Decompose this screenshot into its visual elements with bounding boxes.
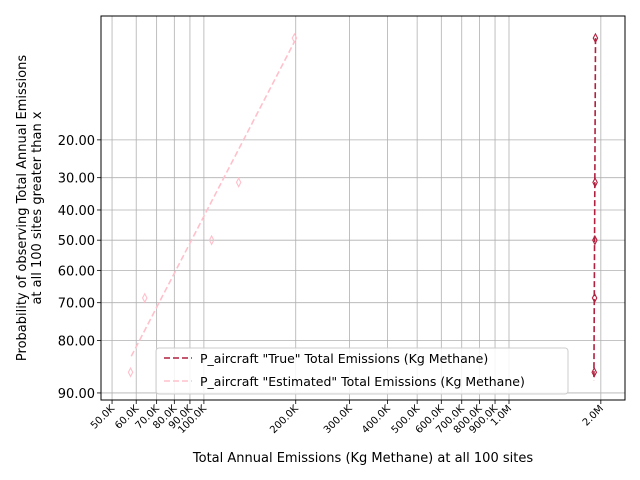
y-axis-label-line-2: at all 100 sites greater than x bbox=[30, 111, 45, 304]
legend: P_aircraft "True" Total Emissions (Kg Me… bbox=[155, 347, 569, 395]
legend-label-estimated: P_aircraft "Estimated" Total Emissions (… bbox=[200, 374, 525, 389]
plot-frame bbox=[100, 15, 626, 401]
plot-series bbox=[127, 32, 599, 381]
y-tick-label: 50.00 bbox=[58, 234, 95, 249]
series-line-true bbox=[593, 38, 597, 381]
x-axis-label: Total Annual Emissions (Kg Methane) at a… bbox=[192, 451, 533, 466]
y-tick-label: 80.00 bbox=[58, 335, 95, 350]
data-point-estimated bbox=[141, 292, 148, 304]
data-point-true bbox=[591, 366, 598, 378]
legend-label-true: P_aircraft "True" Total Emissions (Kg Me… bbox=[200, 351, 488, 366]
y-tick-label: 40.00 bbox=[58, 204, 95, 219]
data-point-true bbox=[591, 292, 598, 304]
legend-box bbox=[155, 347, 569, 395]
y-axis: 20.00 30.00 40.00 50.00 60.00 70.00 80.00 90.00 bbox=[58, 134, 101, 402]
y-tick-label: 90.00 bbox=[58, 387, 95, 402]
y-tick-label: 60.00 bbox=[58, 264, 95, 279]
data-point-estimated bbox=[291, 32, 298, 44]
data-point-true bbox=[592, 234, 598, 246]
data-point-estimated bbox=[208, 234, 215, 246]
y-axis-label-line-1: Probability of observing Total Annual Em… bbox=[15, 55, 30, 361]
data-point-estimated bbox=[235, 177, 242, 188]
y-tick-label: 20.00 bbox=[58, 134, 95, 149]
y-tick-label: 70.00 bbox=[58, 297, 95, 312]
y-tick-label: 30.00 bbox=[58, 172, 95, 187]
data-point-estimated bbox=[127, 366, 134, 378]
series-line-estimated bbox=[130, 41, 296, 357]
data-point-true bbox=[592, 177, 598, 188]
data-point-true bbox=[592, 32, 599, 44]
